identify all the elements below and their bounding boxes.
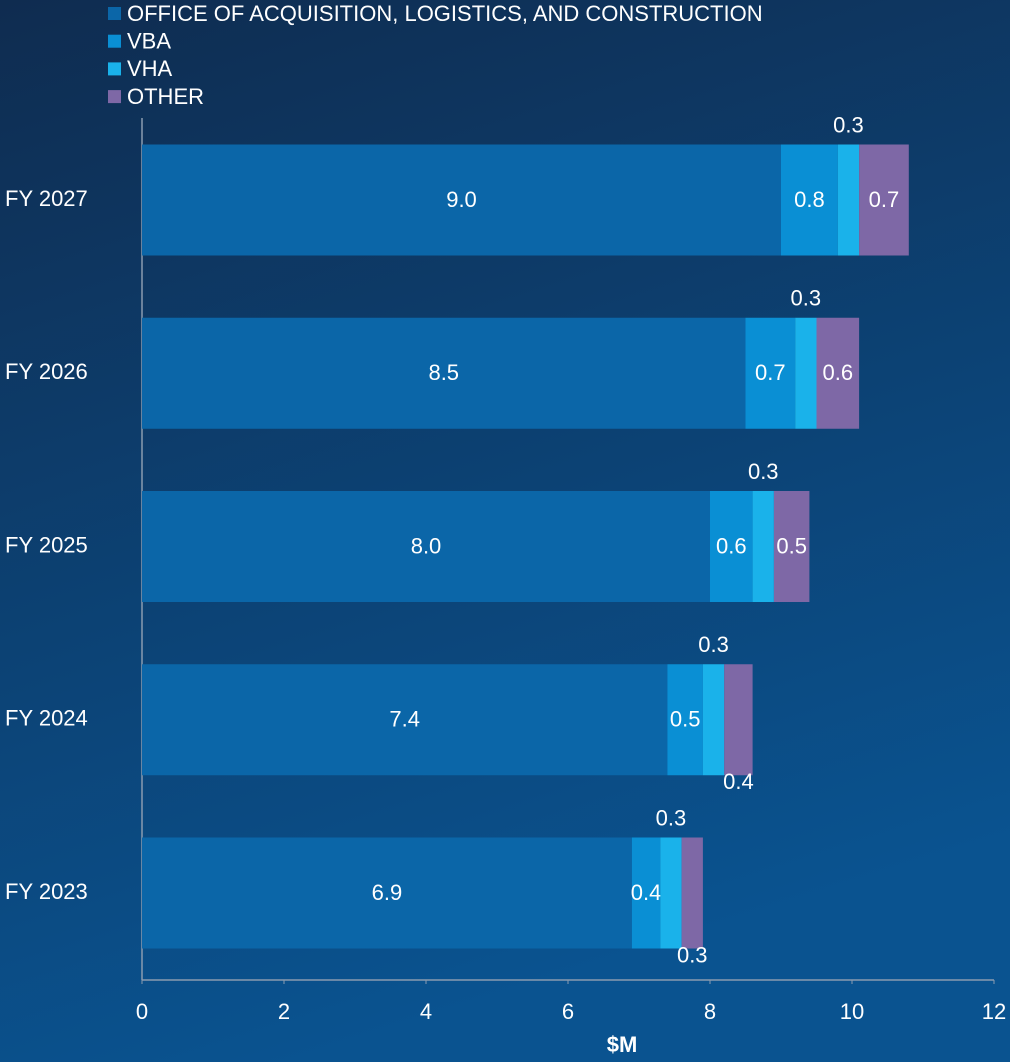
data-label: 0.3 bbox=[656, 805, 687, 830]
data-label: 0.7 bbox=[869, 187, 900, 212]
bar-segment bbox=[667, 664, 703, 776]
bar-segment bbox=[795, 317, 817, 429]
data-label: 0.6 bbox=[716, 533, 747, 558]
bar-segment bbox=[837, 144, 860, 256]
x-tick-label: 2 bbox=[278, 999, 290, 1024]
bar-segment bbox=[702, 664, 725, 776]
bar-segment bbox=[142, 837, 632, 949]
y-tick-label: FY 2024 bbox=[5, 706, 88, 731]
data-label: 0.7 bbox=[755, 360, 786, 385]
data-label: 6.9 bbox=[372, 880, 403, 905]
y-tick-label: FY 2023 bbox=[5, 879, 88, 904]
legend-swatch bbox=[108, 62, 121, 76]
bar-segment bbox=[142, 317, 746, 429]
bar-segment bbox=[859, 144, 909, 256]
data-label: 0.4 bbox=[631, 880, 662, 905]
data-label: 0.5 bbox=[670, 707, 701, 732]
data-label: 0.3 bbox=[833, 112, 864, 137]
data-label: 0.5 bbox=[776, 533, 807, 558]
data-label: 0.8 bbox=[794, 187, 825, 212]
data-label: 8.0 bbox=[411, 533, 442, 558]
bar-segment bbox=[752, 491, 774, 602]
bar-segment bbox=[710, 491, 753, 602]
y-tick-label: FY 2025 bbox=[5, 532, 88, 557]
x-tick-label: 12 bbox=[982, 999, 1006, 1024]
bar-segment bbox=[631, 837, 661, 949]
bar-segment bbox=[724, 664, 753, 776]
data-label: 7.4 bbox=[389, 707, 420, 732]
data-label: 0.3 bbox=[748, 459, 779, 484]
legend-label: VHA bbox=[127, 56, 173, 81]
data-label: 0.4 bbox=[723, 769, 754, 794]
legend-label: OFFICE OF ACQUISITION, LOGISTICS, AND CO… bbox=[127, 1, 763, 26]
x-tick-label: 8 bbox=[704, 999, 716, 1024]
data-label: 0.6 bbox=[823, 360, 854, 385]
legend-swatch bbox=[108, 34, 121, 48]
y-tick-label: FY 2026 bbox=[5, 359, 88, 384]
bar-segment bbox=[816, 317, 860, 429]
bar-segment bbox=[142, 491, 710, 602]
bar-segment bbox=[681, 837, 703, 949]
legend-swatch bbox=[108, 7, 121, 20]
data-label: 8.5 bbox=[428, 360, 459, 385]
data-label: 0.3 bbox=[698, 632, 729, 657]
bar-segment bbox=[745, 317, 796, 429]
bar-segment bbox=[142, 144, 781, 256]
x-tick-label: 6 bbox=[562, 999, 574, 1024]
y-tick-label: FY 2027 bbox=[5, 186, 88, 211]
bar-segment bbox=[660, 837, 682, 949]
x-tick-label: 0 bbox=[136, 999, 148, 1024]
bar-segment bbox=[781, 144, 838, 256]
data-label: 0.3 bbox=[677, 942, 708, 967]
bar-segment bbox=[773, 491, 810, 602]
data-label: 0.3 bbox=[791, 286, 822, 311]
legend-label: OTHER bbox=[127, 84, 204, 109]
legend-label: VBA bbox=[127, 29, 171, 54]
x-axis-label: $M bbox=[607, 1032, 638, 1057]
x-tick-label: 4 bbox=[420, 999, 432, 1024]
bar-segment bbox=[142, 664, 668, 776]
legend-swatch bbox=[108, 90, 121, 104]
data-label: 9.0 bbox=[446, 187, 477, 212]
x-tick-label: 10 bbox=[840, 999, 864, 1024]
